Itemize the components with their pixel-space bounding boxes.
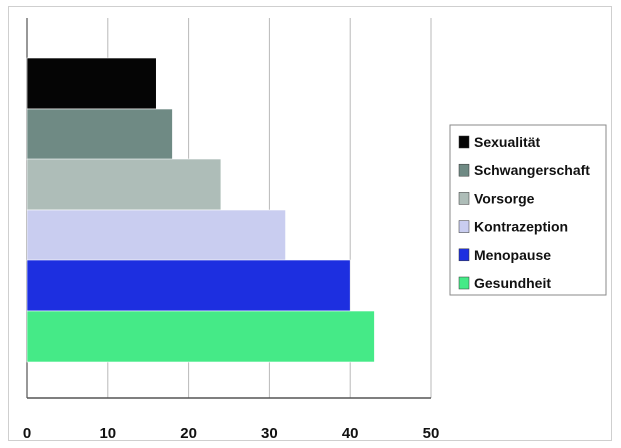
legend-swatch: [458, 248, 470, 262]
bars: [26, 57, 375, 363]
legend-swatch: [458, 135, 470, 149]
x-tick-label: 50: [423, 425, 440, 442]
bar-4: [26, 259, 351, 312]
bar-2: [26, 158, 222, 211]
bar-1: [26, 108, 173, 161]
legend-box: [449, 124, 607, 296]
legend-label: Sexualität: [474, 134, 540, 150]
legend-label: Kontrazeption: [474, 219, 568, 235]
legend-label: Gesundheit: [474, 275, 551, 291]
x-tick-label: 40: [342, 425, 359, 442]
x-tick-label: 20: [180, 425, 197, 442]
legend-label: Vorsorge: [474, 190, 535, 206]
legend: Sexualität Schwangerschaft Vorsorge Kontraz…: [449, 124, 607, 296]
x-tick-label: 30: [261, 425, 278, 442]
legend-swatch: [458, 192, 470, 205]
bar-0: [26, 57, 157, 110]
x-tick-labels: 0 10 20 30 40 50: [23, 425, 440, 442]
legend-label: Schwangerschaft: [474, 162, 590, 178]
bar-5: [26, 310, 375, 363]
legend-swatch: [458, 220, 470, 233]
chart-frame: [8, 6, 612, 441]
x-tick-label: 0: [23, 425, 31, 442]
x-tick-label: 10: [99, 425, 116, 442]
bar-3: [26, 209, 286, 262]
legend-swatch: [458, 163, 470, 177]
legend-label: Menopause: [474, 247, 551, 263]
legend-swatch: [458, 276, 470, 290]
